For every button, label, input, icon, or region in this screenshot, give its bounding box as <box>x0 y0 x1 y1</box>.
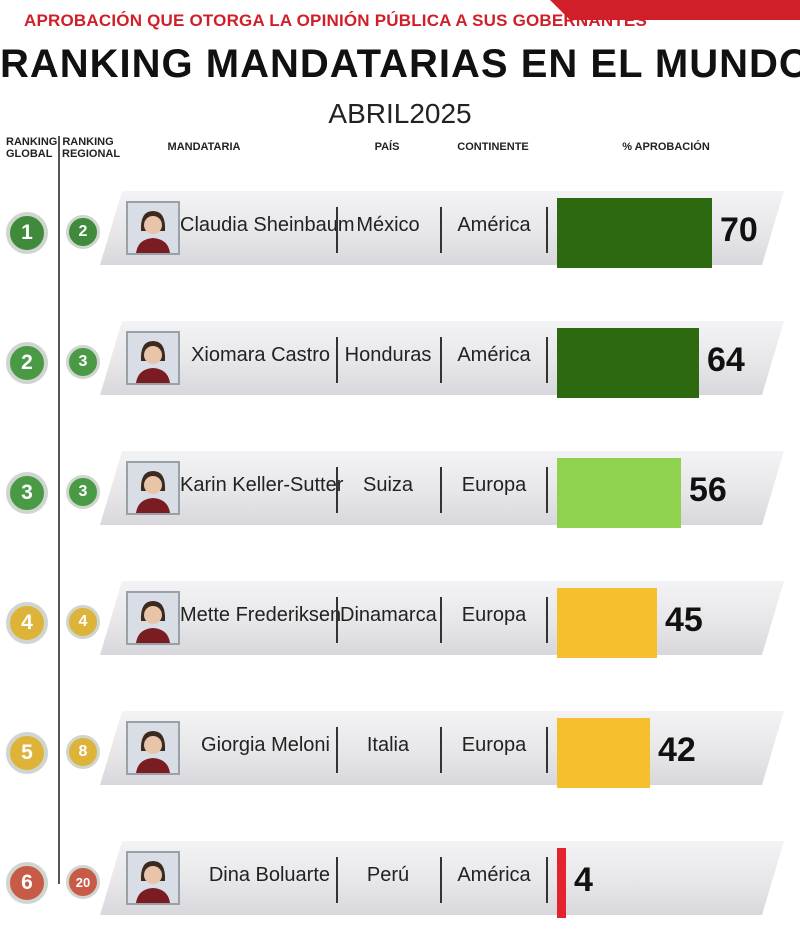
country-name: Dinamarca <box>340 604 437 626</box>
cell-separator <box>546 597 548 643</box>
cell-separator <box>440 207 442 253</box>
regional-rank-badge: 8 <box>66 735 100 769</box>
table-row: 2 3 Xiomara Castro Honduras América 64 <box>0 317 800 398</box>
country-name: Suiza <box>362 474 414 496</box>
column-header-regional-rank: RANKING REGIONAL <box>62 136 120 160</box>
female-avatar-icon <box>126 591 180 645</box>
cell-separator <box>546 207 548 253</box>
regional-rank-badge: 3 <box>66 475 100 509</box>
global-rank-badge: 1 <box>6 212 48 254</box>
cell-separator <box>440 337 442 383</box>
continent-name: América <box>457 864 531 886</box>
cell-separator <box>546 857 548 903</box>
leader-name: Dina Boluarte <box>208 864 330 886</box>
leader-name: Karin Keller-Sutter <box>180 474 344 496</box>
approval-bar <box>557 328 699 398</box>
global-rank-badge: 3 <box>6 472 48 514</box>
continent-name: Europa <box>461 474 527 496</box>
cell-separator <box>440 857 442 903</box>
column-header-name: MANDATARIA <box>167 141 241 153</box>
page-subtitle: ABRIL2025 <box>328 98 472 129</box>
cell-separator <box>440 727 442 773</box>
cell-separator <box>336 597 338 643</box>
approval-value: 4 <box>574 861 593 899</box>
approval-bar <box>557 848 566 918</box>
column-header-global-rank: RANKING GLOBAL <box>6 136 57 160</box>
approval-value: 56 <box>689 471 727 509</box>
cell-separator <box>336 337 338 383</box>
country-name: Perú <box>366 864 410 886</box>
female-avatar-icon <box>126 331 180 385</box>
continent-name: Europa <box>461 734 527 756</box>
leader-name: Claudia Sheinbaum <box>180 214 355 236</box>
cell-separator <box>336 727 338 773</box>
approval-value: 45 <box>665 601 703 639</box>
country-name: Honduras <box>344 344 432 366</box>
country-name: Italia <box>366 734 410 756</box>
header-line: RANKING <box>62 136 114 148</box>
approval-value: 70 <box>720 211 758 249</box>
continent-name: América <box>457 344 531 366</box>
approval-value: 42 <box>658 731 696 769</box>
column-divider-line <box>58 136 60 884</box>
table-row: 5 8 Giorgia Meloni Italia Europa 42 <box>0 707 800 788</box>
country-name: México <box>356 214 420 236</box>
column-header-approval: % APROBACIÓN <box>622 141 710 153</box>
cell-separator <box>546 337 548 383</box>
approval-value: 64 <box>707 341 745 379</box>
approval-bar <box>557 198 712 268</box>
regional-rank-badge: 20 <box>66 865 100 899</box>
approval-bar <box>557 458 681 528</box>
row-panel <box>100 711 784 785</box>
leader-name: Xiomara Castro <box>191 344 330 366</box>
female-avatar-icon <box>126 721 180 775</box>
row-panel <box>100 841 784 915</box>
regional-rank-badge: 4 <box>66 605 100 639</box>
column-header-continent: CONTINENTE <box>457 141 529 153</box>
continent-name: América <box>457 214 531 236</box>
column-header-country: PAÍS <box>374 141 400 153</box>
cell-separator <box>336 857 338 903</box>
red-header-decoration <box>550 0 800 20</box>
cell-separator <box>440 597 442 643</box>
table-row: 3 3 Karin Keller-Sutter Suiza Europa 56 <box>0 447 800 528</box>
cell-separator <box>546 727 548 773</box>
global-rank-badge: 6 <box>6 862 48 904</box>
approval-bar <box>557 718 650 788</box>
header-line: GLOBAL <box>6 148 53 160</box>
global-rank-badge: 2 <box>6 342 48 384</box>
header-line: REGIONAL <box>62 148 121 160</box>
cell-separator <box>336 467 338 513</box>
cell-separator <box>546 467 548 513</box>
female-avatar-icon <box>126 851 180 905</box>
female-avatar-icon <box>126 201 180 255</box>
continent-name: Europa <box>461 604 527 626</box>
cell-separator <box>440 467 442 513</box>
global-rank-badge: 4 <box>6 602 48 644</box>
header-line: RANKING <box>6 136 58 148</box>
table-row: 1 2 Claudia Sheinbaum México América 70 <box>0 187 800 268</box>
cell-separator <box>336 207 338 253</box>
female-avatar-icon <box>126 461 180 515</box>
eyebrow-text: APROBACIÓN QUE OTORGA LA OPINIÓN PÚBLICA… <box>24 11 648 30</box>
regional-rank-badge: 3 <box>66 345 100 379</box>
table-row: 6 20 Dina Boluarte Perú América 4 <box>0 837 800 918</box>
row-panel <box>100 581 784 655</box>
approval-bar <box>557 588 657 658</box>
global-rank-badge: 5 <box>6 732 48 774</box>
regional-rank-badge: 2 <box>66 215 100 249</box>
leader-name: Mette Frederiksen <box>180 604 342 626</box>
leader-name: Giorgia Meloni <box>201 734 330 756</box>
page-title: RANKING MANDATARIAS EN EL MUNDO <box>0 42 800 86</box>
table-row: 4 4 Mette Frederiksen Dinamarca Europa 45 <box>0 577 800 658</box>
